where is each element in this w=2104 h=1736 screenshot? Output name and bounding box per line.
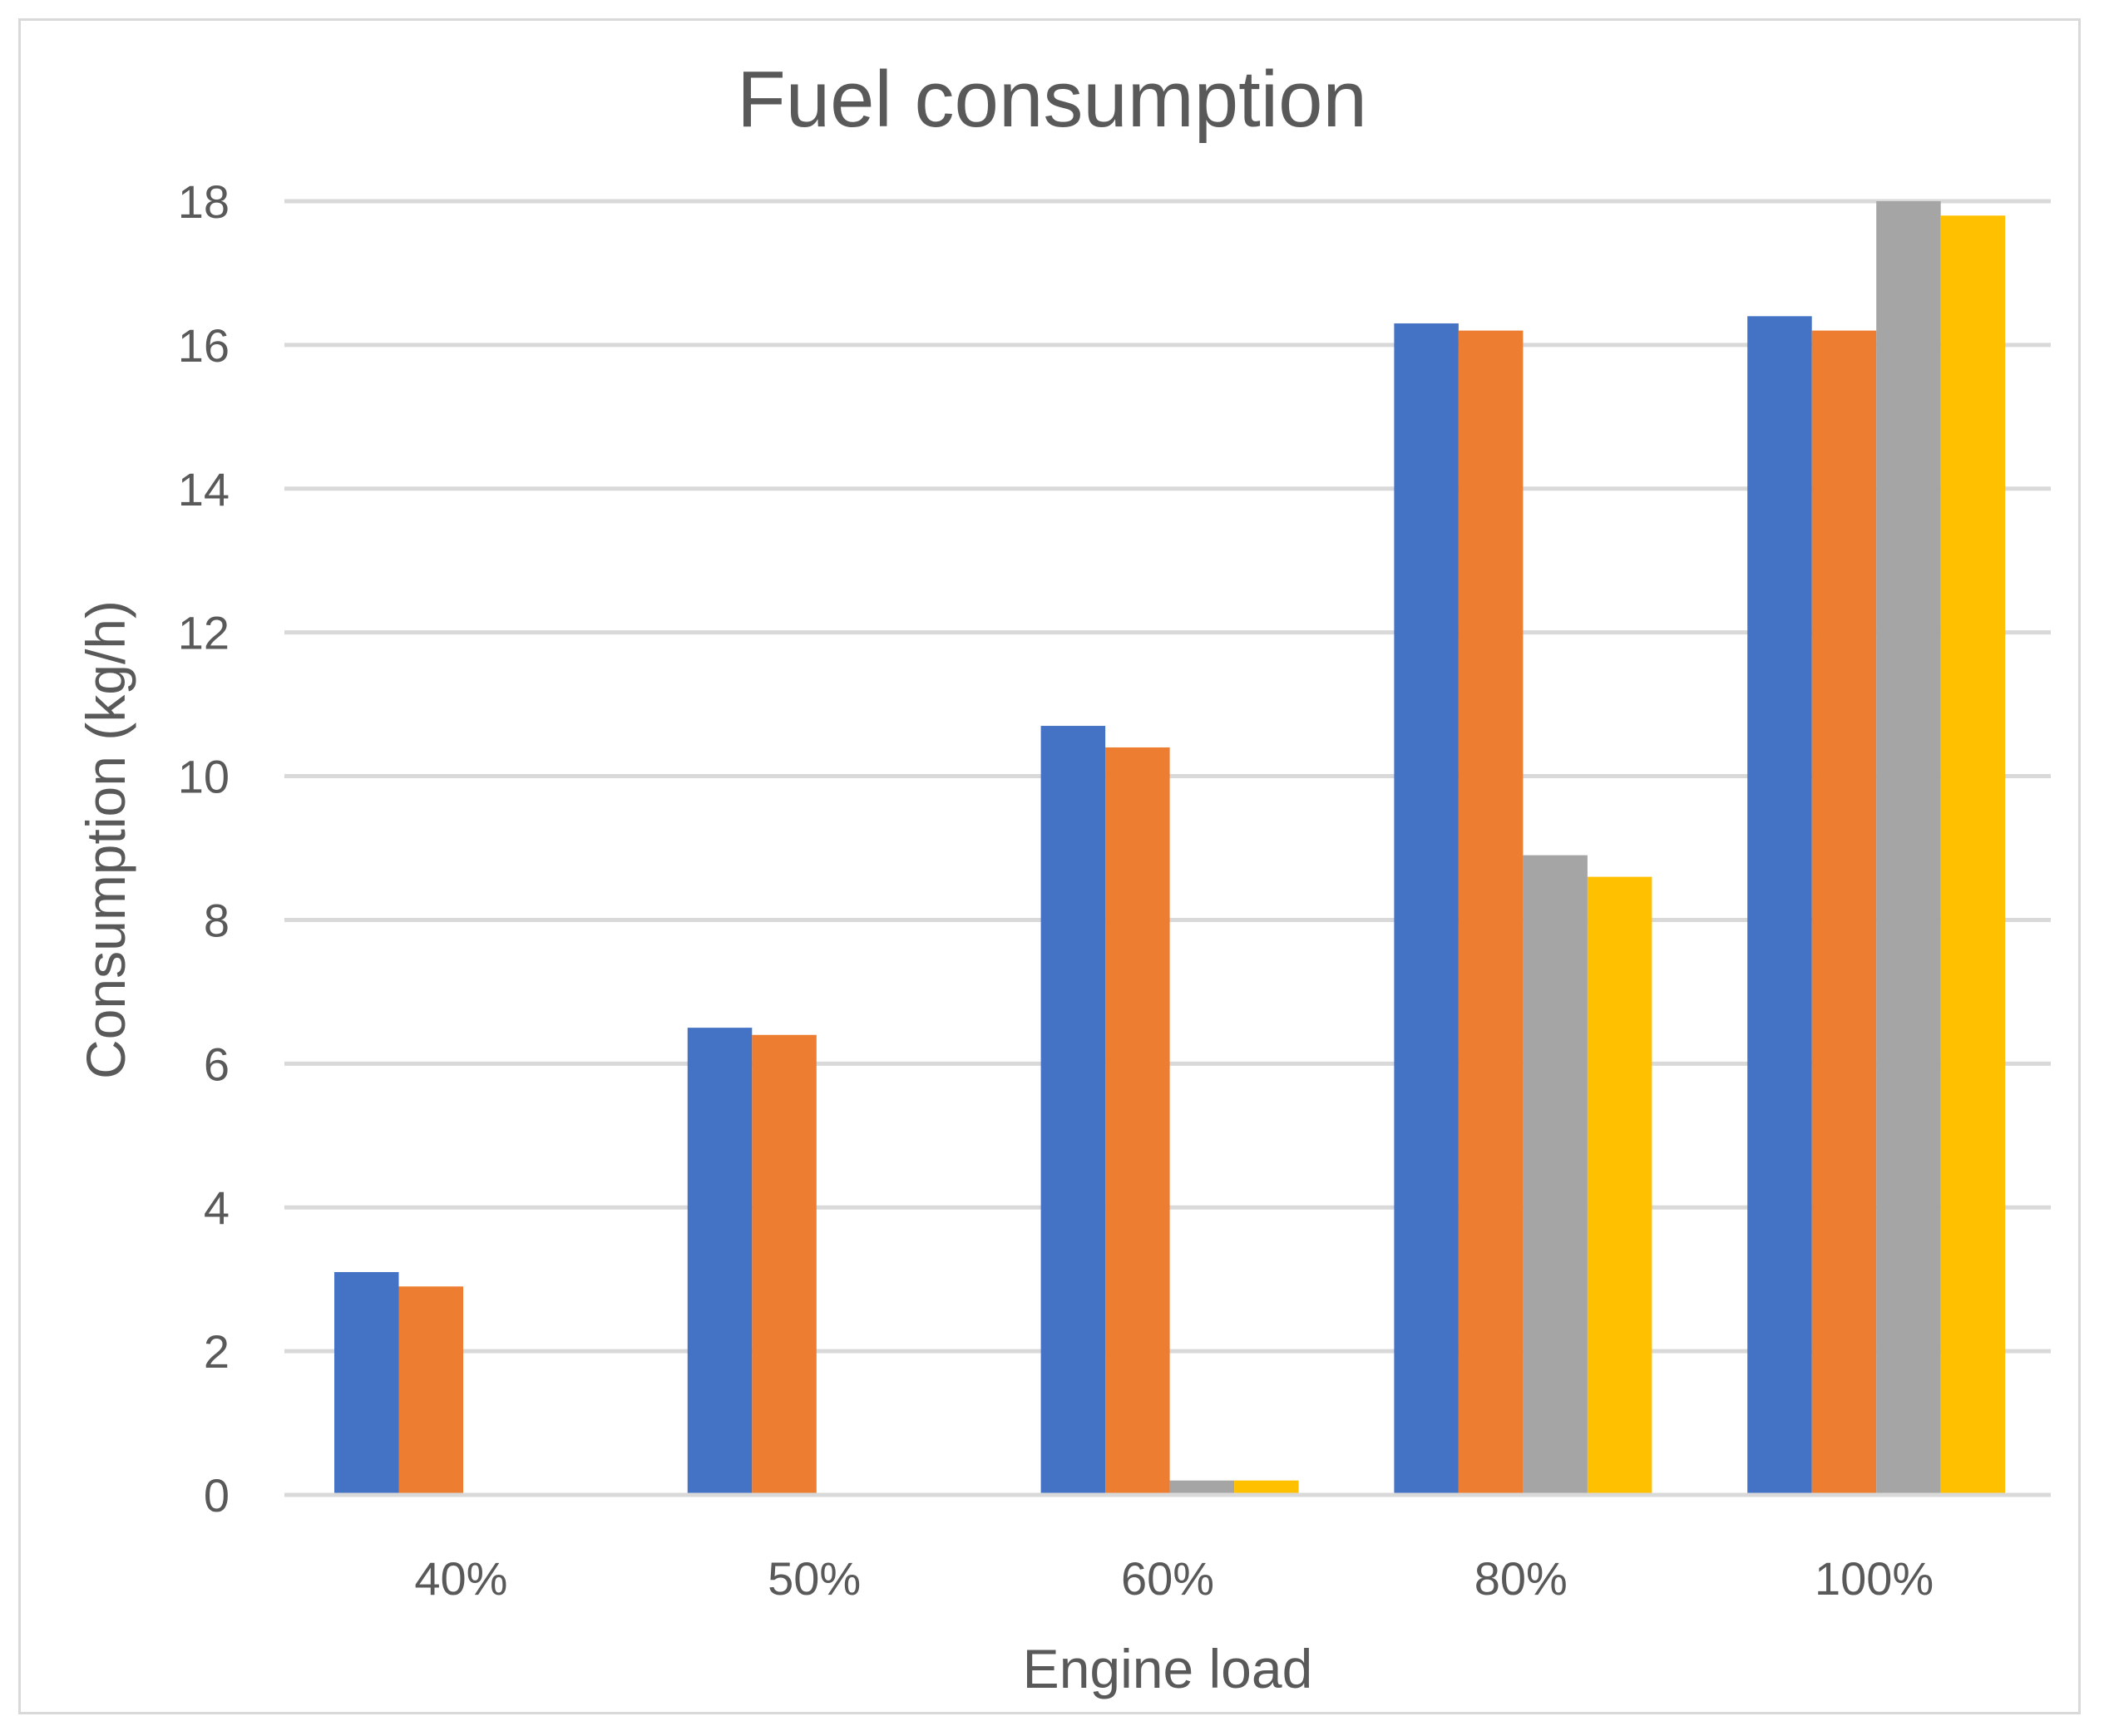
y-tick-label: 16: [178, 319, 230, 372]
y-tick-label: 0: [204, 1469, 230, 1521]
y-tick-label: 4: [204, 1181, 230, 1234]
bar-40pct-series-1: [334, 1272, 399, 1495]
bar-50pct-series-2: [752, 1034, 817, 1495]
bars: [284, 201, 2051, 1497]
y-tick-label: 14: [178, 463, 230, 515]
x-tick-label: 100%: [1815, 1552, 1934, 1605]
bar-60pct-series-3: [1169, 1480, 1235, 1495]
bar-100pct-series-1: [1747, 316, 1812, 1496]
bar-80pct-series-1: [1394, 323, 1459, 1495]
x-tick-label: 40%: [414, 1552, 507, 1605]
bar-80pct-series-4: [1587, 876, 1652, 1495]
bar-80pct-series-2: [1458, 330, 1524, 1496]
y-tick-label: 10: [178, 751, 230, 803]
y-tick-label: 6: [204, 1038, 230, 1090]
y-tick-label: 2: [204, 1325, 230, 1378]
bar-40pct-series-2: [398, 1286, 463, 1495]
bar-60pct-series-2: [1105, 747, 1170, 1495]
bar-100pct-series-3: [1876, 201, 1941, 1495]
chart-title: Fuel consumption: [737, 55, 1367, 144]
y-axis-title: Consumption (kg/h): [75, 600, 136, 1079]
y-tick-label: 12: [178, 607, 230, 659]
y-tick-label: 8: [204, 894, 230, 946]
y-tick-label: 18: [178, 175, 230, 228]
bar-60pct-series-4: [1234, 1480, 1299, 1495]
x-tick-label: 50%: [768, 1552, 861, 1605]
bar-50pct-series-1: [687, 1028, 753, 1495]
bar-100pct-series-4: [1940, 215, 2006, 1496]
y-axis-ticks: 0 2 4 6 8 10 12 14 16 18: [178, 175, 230, 1521]
x-axis-ticks: 40% 50% 60% 80% 100%: [414, 1552, 1934, 1605]
bar-60pct-series-1: [1040, 726, 1106, 1495]
bar-100pct-series-2: [1811, 330, 1877, 1496]
x-tick-label: 60%: [1121, 1552, 1214, 1605]
x-tick-label: 80%: [1474, 1552, 1568, 1605]
bar-80pct-series-3: [1523, 855, 1588, 1495]
x-axis-title: Engine load: [1023, 1638, 1313, 1699]
